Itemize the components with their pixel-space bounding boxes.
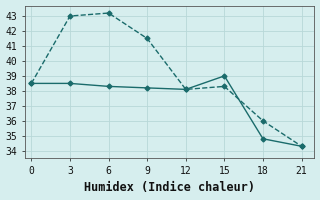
X-axis label: Humidex (Indice chaleur): Humidex (Indice chaleur) (84, 181, 255, 194)
